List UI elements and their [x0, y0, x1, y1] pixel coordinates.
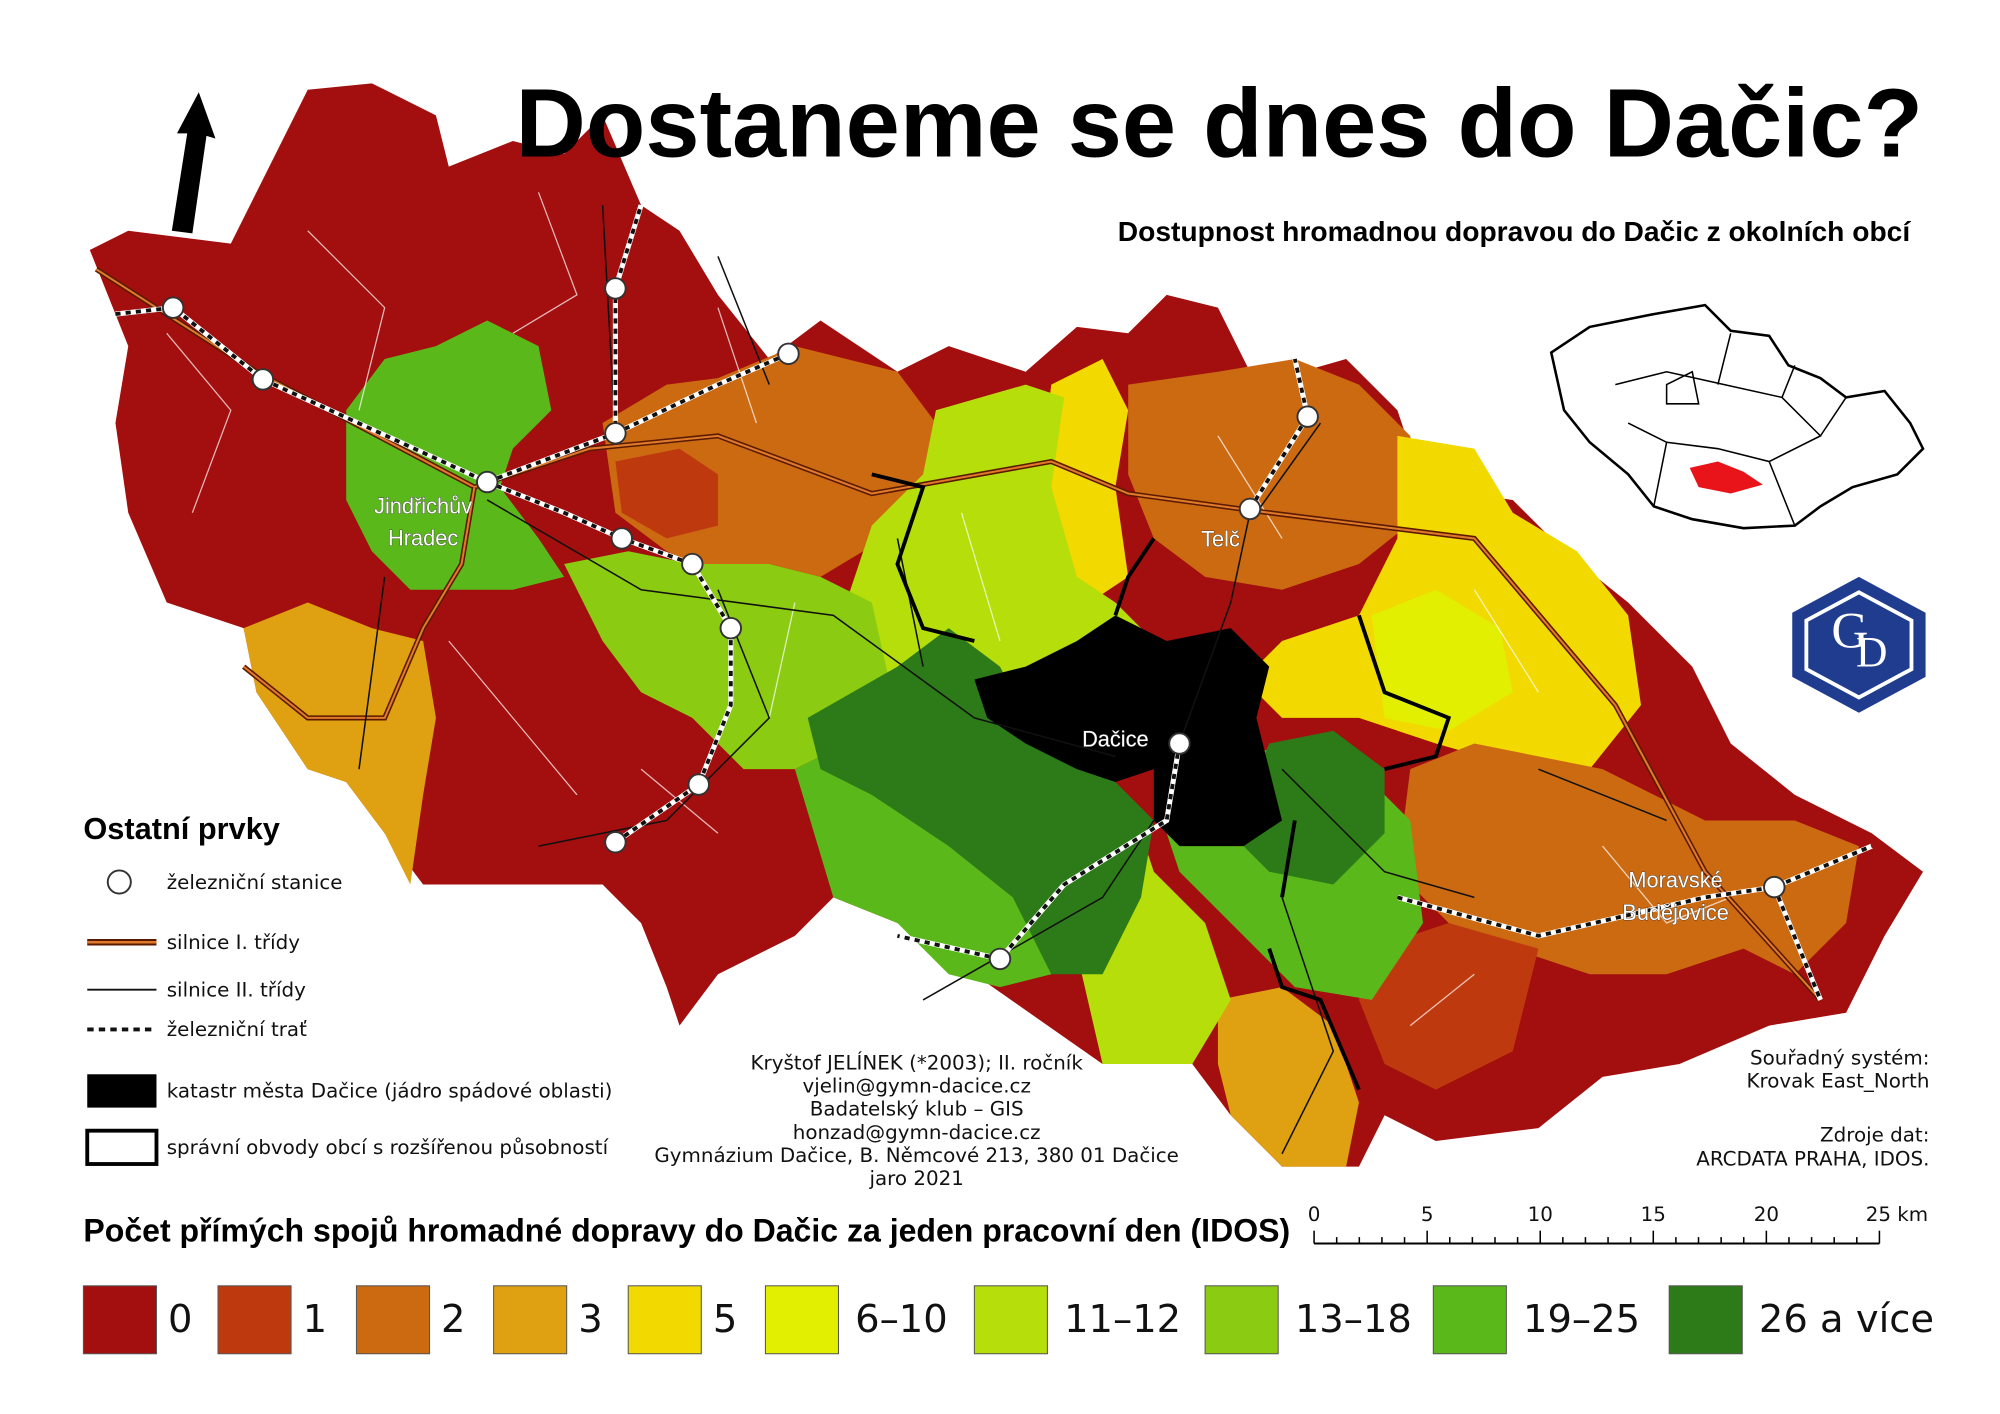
legend-item: silnice I. třídy: [167, 931, 300, 954]
region-1: [615, 448, 718, 539]
subtitle: Dostupnost hromadnou dopravou do Dačic z…: [1118, 215, 1912, 247]
roads-class-1: [94, 267, 1823, 1002]
scale-label: 20: [1754, 1203, 1779, 1226]
legend-swatch: [1432, 1285, 1507, 1355]
class-legend: 0 1 2 3 5 6–10 11–12 13–18 19–25 26 a více: [82, 1285, 1934, 1355]
sources: Zdroje dat:: [1820, 1123, 1929, 1146]
legend-swatch: [1204, 1285, 1279, 1355]
region-26-plus: [807, 628, 1154, 975]
orp-borders: [871, 472, 1452, 1091]
legend-swatch: [973, 1285, 1048, 1355]
credit-line: jaro 2021: [868, 1167, 963, 1190]
legend-swatch: [764, 1285, 839, 1355]
stations: [161, 277, 1786, 971]
legend-label: 1: [303, 1297, 327, 1342]
coordinate-system: Souřadný systém:: [1750, 1046, 1929, 1069]
scale-label: 5: [1421, 1203, 1434, 1226]
legend-item: železniční stanice: [167, 871, 343, 894]
legend-swatch: [217, 1285, 292, 1355]
region-3: [1217, 987, 1359, 1167]
north-arrow: [171, 92, 216, 234]
credit-line: Badatelský klub – GIS: [810, 1098, 1024, 1121]
svg-text:D: D: [1856, 628, 1887, 676]
legend-label: 13–18: [1295, 1297, 1412, 1342]
legend-label: 11–12: [1064, 1297, 1181, 1342]
map: Jindřichův Hradec Telč Dačice Moravské B…: [89, 83, 1924, 1167]
municipal-borders: [166, 192, 1731, 1027]
school-logo: G D: [1792, 576, 1926, 713]
credit-line: honzad@gymn-dacice.cz: [793, 1121, 1041, 1144]
other-elements-title: Ostatní prvky: [83, 811, 280, 846]
legend-item: správní obvody obcí s rozšířenou působno…: [167, 1136, 610, 1159]
legend-swatch: [1668, 1285, 1743, 1355]
scale-bar: 0 5 10 15 20 25 km: [1308, 1203, 1928, 1245]
map-label: Jindřichův: [374, 493, 472, 518]
legend-label: 0: [168, 1297, 192, 1342]
map-label: Moravské: [1628, 868, 1722, 893]
map-label: Hradec: [388, 525, 458, 550]
legend-item: katastr města Dačice (jádro spádové obla…: [167, 1080, 613, 1103]
credits: Kryštof JELÍNEK (*2003); II. ročníkvjeli…: [654, 1052, 1178, 1190]
title: Dostaneme se dnes do Dačic?: [516, 68, 1923, 177]
legend-label: 5: [713, 1297, 737, 1342]
legend-label: 6–10: [855, 1297, 948, 1342]
scale-label: 15: [1641, 1203, 1666, 1226]
scale-label: 10: [1528, 1203, 1553, 1226]
region-2: [1128, 358, 1424, 590]
legend-swatch: [355, 1285, 431, 1355]
region-19-25: [346, 320, 565, 590]
region-1: [1358, 923, 1539, 1090]
map-label: Budějovice: [1622, 900, 1729, 925]
credit-line: vjelin@gymn-dacice.cz: [802, 1075, 1030, 1098]
coordinate-system: Krovak East_North: [1746, 1069, 1929, 1092]
legend-swatch: [627, 1285, 702, 1355]
credit-line: Kryštof JELÍNEK (*2003); II. ročník: [751, 1052, 1084, 1075]
inset-map: [1549, 303, 1925, 530]
map-label: Telč: [1201, 527, 1240, 552]
svg-text:G: G: [1831, 603, 1868, 660]
sources: ARCDATA PRAHA, IDOS.: [1696, 1148, 1929, 1171]
legend-item: železniční trať: [167, 1018, 307, 1041]
legend-item: silnice II. třídy: [167, 978, 306, 1001]
legend-title: Počet přímých spojů hromadné dopravy do …: [83, 1213, 1290, 1249]
scale-label: 25 km: [1866, 1203, 1928, 1226]
region-6-10: [1371, 589, 1513, 731]
legend-label: 19–25: [1523, 1297, 1640, 1342]
roads-class-2: [358, 205, 1667, 1155]
legend-label: 3: [578, 1297, 602, 1342]
legend-swatch: [82, 1285, 157, 1355]
scale-label: 0: [1308, 1203, 1321, 1226]
map-label: Dačice: [1082, 727, 1149, 752]
credit-line: Gymnázium Dačice, B. Němcové 213, 380 01…: [654, 1144, 1178, 1167]
region-3: [243, 602, 436, 885]
legend-label: 2: [441, 1297, 465, 1342]
legend-label: 26 a více: [1759, 1297, 1934, 1342]
other-elements-symbols: [85, 869, 159, 1166]
legend-swatch: [493, 1285, 568, 1355]
